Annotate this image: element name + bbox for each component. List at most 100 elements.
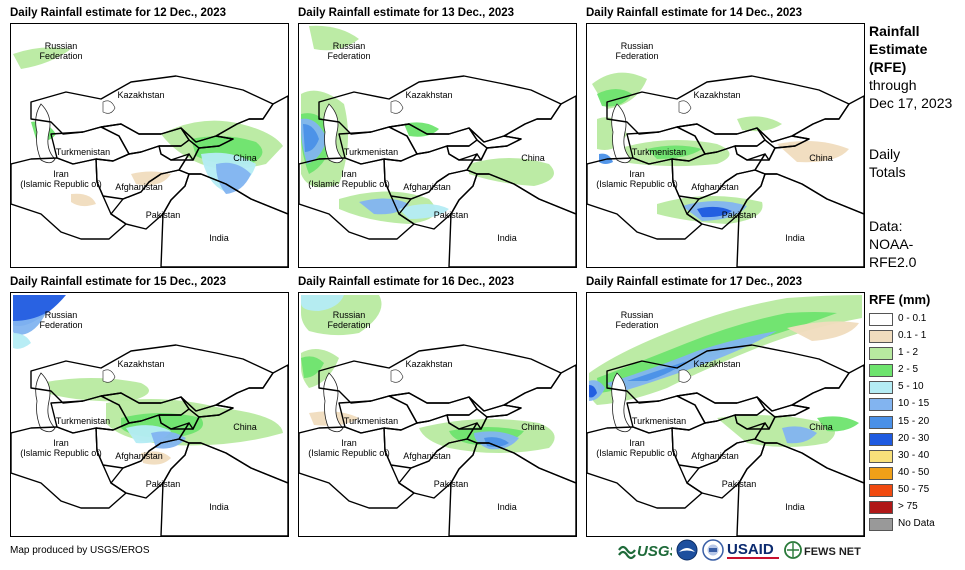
usgs-logo-mark: USGS — [618, 543, 672, 560]
label-china: China — [233, 153, 257, 163]
label-china: China — [521, 153, 545, 163]
label-russia-1: Russian — [44, 310, 78, 320]
label-china: China — [233, 422, 257, 432]
label-afghanistan: Afghanistan — [115, 182, 163, 192]
legend-swatch — [869, 432, 893, 446]
totals-note: Daily Totals — [869, 145, 906, 181]
rainfall-area — [301, 356, 324, 378]
legend-swatch — [869, 483, 893, 497]
label-iran-1: Iran — [629, 169, 645, 179]
label-china: China — [809, 153, 833, 163]
panel-title: Daily Rainfall estimate for 15 Dec., 202… — [10, 276, 227, 288]
map-canvas — [11, 47, 288, 267]
fews-net-logo: FEWS NET — [784, 538, 864, 562]
rainfall-area — [399, 204, 449, 219]
rainfall-area — [597, 89, 632, 107]
legend-label: 30 - 40 — [898, 449, 930, 461]
label-india: India — [785, 233, 805, 243]
label-russia-2: Federation — [327, 320, 371, 330]
country-border — [686, 438, 766, 499]
totals-line-2: Totals — [869, 164, 906, 180]
rainfall-map: Russian Federation Kazakhstan Turkmenistan I… — [10, 292, 289, 537]
rainfall-map: Russian Federation Kazakhstan Turkmenistan I… — [298, 292, 577, 537]
water-bodies — [611, 100, 692, 164]
panel-title: Daily Rainfall estimate for 12 Dec., 202… — [10, 7, 227, 19]
label-russia-2: Federation — [39, 51, 83, 61]
country-border — [388, 392, 478, 424]
legend-label: 0 - 0.1 — [898, 313, 927, 324]
country-border — [11, 157, 127, 240]
water-bodies — [323, 100, 404, 164]
legend-label: 5 - 10 — [898, 381, 924, 393]
description-through: through — [869, 77, 917, 93]
label-turkmenistan: Turkmenistan — [343, 147, 399, 157]
fews-net-logo-mark: FEWS NET — [784, 541, 861, 559]
legend-swatch — [869, 466, 893, 480]
country-borders — [11, 344, 288, 536]
label-iran-1: Iran — [53, 169, 69, 179]
caspian-sea — [323, 103, 344, 164]
label-pakistan: Pakistan — [433, 210, 469, 220]
label-india: India — [785, 502, 805, 512]
label-kazakhstan: Kazakhstan — [117, 359, 165, 369]
label-afghanistan: Afghanistan — [403, 451, 451, 461]
aral-sea — [678, 369, 692, 383]
label-kazakhstan: Kazakhstan — [693, 359, 741, 369]
country-borders — [587, 75, 864, 267]
country-border — [11, 426, 127, 509]
label-iran-2: (Islamic Republic of) — [20, 179, 102, 189]
rainfall-area — [131, 171, 171, 186]
caspian-sea — [611, 372, 632, 433]
commerce-seal — [702, 538, 724, 562]
map-canvas — [11, 295, 288, 536]
label-afghanistan: Afghanistan — [691, 182, 739, 192]
country-border — [160, 442, 288, 536]
description-title-line-1: Rainfall — [869, 23, 920, 39]
country-border — [318, 75, 562, 143]
panel-title: Daily Rainfall estimate for 16 Dec., 202… — [298, 276, 515, 288]
data-source-note: Data: NOAA- RFE2.0 — [869, 217, 916, 271]
rainfall-area — [309, 25, 359, 51]
label-kazakhstan: Kazakhstan — [693, 90, 741, 100]
country-border — [448, 442, 576, 536]
rainfall-area — [469, 158, 554, 186]
country-border — [736, 173, 864, 267]
legend-swatch — [869, 415, 893, 429]
label-iran-2: (Islamic Republic of) — [596, 448, 678, 458]
country-border — [160, 173, 288, 267]
label-russia-2: Federation — [39, 320, 83, 330]
rainfall-area — [627, 361, 687, 381]
label-iran-1: Iran — [629, 438, 645, 448]
rainfall-area — [647, 145, 702, 159]
label-russia-2: Federation — [327, 51, 371, 61]
legend-swatch — [869, 449, 893, 463]
legend-label: 10 - 15 — [898, 398, 930, 410]
label-turkmenistan: Turkmenistan — [55, 416, 111, 426]
rainfall-area — [41, 378, 149, 402]
legend-label: No Data — [898, 518, 935, 530]
label-iran-2: (Islamic Republic of) — [308, 179, 390, 189]
legend-label: 0.1 - 1 — [898, 330, 927, 342]
label-iran-2: (Islamic Republic of) — [596, 179, 678, 189]
legend-swatch — [869, 330, 893, 344]
country-border — [587, 157, 703, 240]
label-russia-1: Russian — [620, 310, 654, 320]
label-kazakhstan: Kazakhstan — [117, 90, 165, 100]
legend-swatch — [869, 364, 893, 378]
label-iran-1: Iran — [53, 438, 69, 448]
usgs-logo: USGS — [618, 538, 672, 562]
country-borders — [299, 344, 576, 536]
legend-label: 1 - 2 — [898, 347, 919, 359]
noaa-logo — [676, 538, 698, 562]
legend-label: 40 - 50 — [898, 466, 930, 478]
rainfall-area — [216, 162, 251, 194]
panel-title: Daily Rainfall estimate for 13 Dec., 202… — [298, 7, 515, 19]
label-russia-2: Federation — [615, 320, 659, 330]
aral-sea — [678, 100, 692, 114]
rainfall-area — [787, 321, 859, 341]
precipitation-layer — [589, 295, 862, 447]
noaa-seal — [676, 539, 698, 561]
country-borders — [11, 75, 288, 267]
country-borders — [299, 75, 576, 267]
rainfall-area — [484, 437, 509, 447]
